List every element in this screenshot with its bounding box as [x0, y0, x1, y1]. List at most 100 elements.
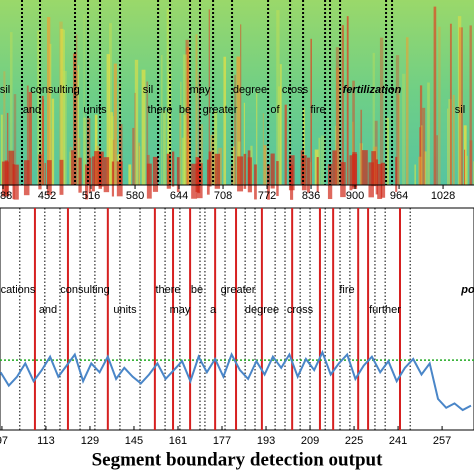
- spectrogram-texture: [41, 95, 44, 185]
- spectrogram-texture: [200, 124, 203, 185]
- spectrogram-texture: [69, 151, 73, 185]
- spectrogram-texture: [171, 151, 175, 187]
- spectrogram-texture: [183, 115, 186, 185]
- word-label: greater: [221, 284, 256, 296]
- spectrogram-texture: [146, 81, 149, 185]
- spectrogram-texture: [307, 157, 310, 193]
- spectrogram-texture: [368, 162, 374, 198]
- x-tick-label: 113: [37, 435, 55, 447]
- x-tick-label: 225: [345, 435, 363, 447]
- spectrogram-texture: [13, 94, 17, 185]
- spectrogram-texture: [237, 156, 244, 192]
- x-tick-label: 97: [0, 435, 8, 447]
- series-line: [0, 349, 472, 412]
- spectrogram-texture: [262, 113, 264, 185]
- spectrogram-texture: [103, 157, 110, 193]
- spectrogram-texture: [85, 164, 89, 200]
- spectrogram-texture: [276, 10, 280, 185]
- x-tick-label: 161: [169, 435, 187, 447]
- x-tick-label: 241: [389, 435, 407, 447]
- spectrogram-texture: [208, 151, 212, 187]
- spectrogram-texture: [169, 59, 172, 185]
- spectrogram-texture: [422, 107, 426, 185]
- word-label: further: [369, 304, 401, 316]
- spectrogram-texture: [232, 146, 236, 185]
- spectrogram-texture: [4, 160, 9, 196]
- spectrogram-texture: [3, 71, 6, 185]
- spectrogram-texture: [91, 156, 95, 192]
- spectrogram-texture: [447, 108, 449, 185]
- spectrogram-texture: [419, 85, 423, 185]
- spectrogram-texture: [128, 164, 132, 185]
- word-label: there: [155, 284, 180, 296]
- spectrogram-texture: [46, 17, 51, 186]
- spectrogram-texture: [132, 127, 135, 185]
- spectrogram-texture: [243, 102, 245, 185]
- caption: Segment boundary detection output: [92, 449, 383, 470]
- spectrogram-texture: [6, 112, 9, 185]
- spectrogram-texture: [181, 137, 186, 185]
- word-label: greater: [203, 104, 238, 116]
- word-label: units: [113, 304, 137, 316]
- spectrogram-texture: [163, 110, 166, 185]
- spectrogram-texture: [73, 53, 77, 185]
- spectrogram-texture: [332, 150, 337, 186]
- word-label: sil: [0, 84, 10, 96]
- word-label: fertilization: [343, 84, 402, 96]
- spectrogram-texture: [279, 64, 282, 185]
- spectrogram-texture: [195, 34, 198, 185]
- spectrogram-texture: [267, 164, 270, 200]
- spectrogram-texture: [116, 161, 123, 197]
- spectrogram-texture: [277, 86, 281, 185]
- spectrogram-texture: [218, 147, 222, 185]
- spectrogram-texture: [119, 124, 123, 185]
- spectrogram-texture: [240, 24, 242, 185]
- spectrogram-texture: [38, 154, 42, 190]
- spectrogram-texture: [6, 161, 10, 197]
- spectrogram-texture: [361, 150, 368, 186]
- spectrogram-texture: [161, 55, 163, 185]
- spectrogram-texture: [466, 155, 469, 185]
- spectrogram-texture: [360, 109, 363, 185]
- spectrogram-texture: [421, 125, 424, 185]
- word-label: units: [83, 104, 107, 116]
- spectrogram-texture: [180, 81, 182, 185]
- spectrogram-texture: [146, 163, 152, 199]
- spectrogram-texture: [63, 29, 65, 186]
- word-label: consulting: [60, 284, 110, 296]
- spectrogram-texture: [88, 157, 92, 193]
- spectrogram-texture: [179, 107, 181, 185]
- spectrogram-texture: [469, 25, 472, 186]
- spectrogram-texture: [301, 155, 307, 191]
- spectrogram-texture: [247, 150, 251, 186]
- spectrogram-texture: [320, 135, 325, 185]
- x-tick-label: 900: [346, 190, 364, 202]
- spectrogram-texture: [276, 161, 279, 197]
- spectrogram-texture: [433, 6, 437, 185]
- spectrogram-texture: [346, 16, 349, 186]
- spectrogram-texture: [372, 52, 375, 185]
- spectrogram-texture: [349, 155, 353, 191]
- spectrogram-texture: [243, 153, 247, 189]
- spectrogram-texture: [230, 164, 234, 185]
- spectrogram-texture: [94, 114, 98, 185]
- spectrogram-texture: [59, 159, 64, 195]
- x-tick-label: 964: [390, 190, 408, 202]
- spectrogram-texture: [284, 104, 287, 185]
- spectrogram-texture: [270, 153, 275, 189]
- word-label: may: [190, 84, 211, 96]
- spectrogram-texture: [76, 70, 78, 185]
- spectrogram-texture: [71, 150, 74, 186]
- spectrogram-texture: [63, 70, 67, 185]
- spectrogram-texture: [236, 56, 241, 185]
- word-label: may: [170, 304, 191, 316]
- x-tick-label: 580: [126, 190, 144, 202]
- spectrogram-texture: [459, 27, 463, 186]
- spectrogram-texture: [254, 164, 257, 200]
- spectrogram-texture: [449, 23, 452, 186]
- spectrogram-texture: [310, 38, 312, 185]
- x-tick-label: 145: [125, 435, 143, 447]
- spectrogram-texture: [414, 164, 416, 185]
- spectrogram-texture: [78, 157, 82, 193]
- spectrogram-texture: [377, 163, 383, 199]
